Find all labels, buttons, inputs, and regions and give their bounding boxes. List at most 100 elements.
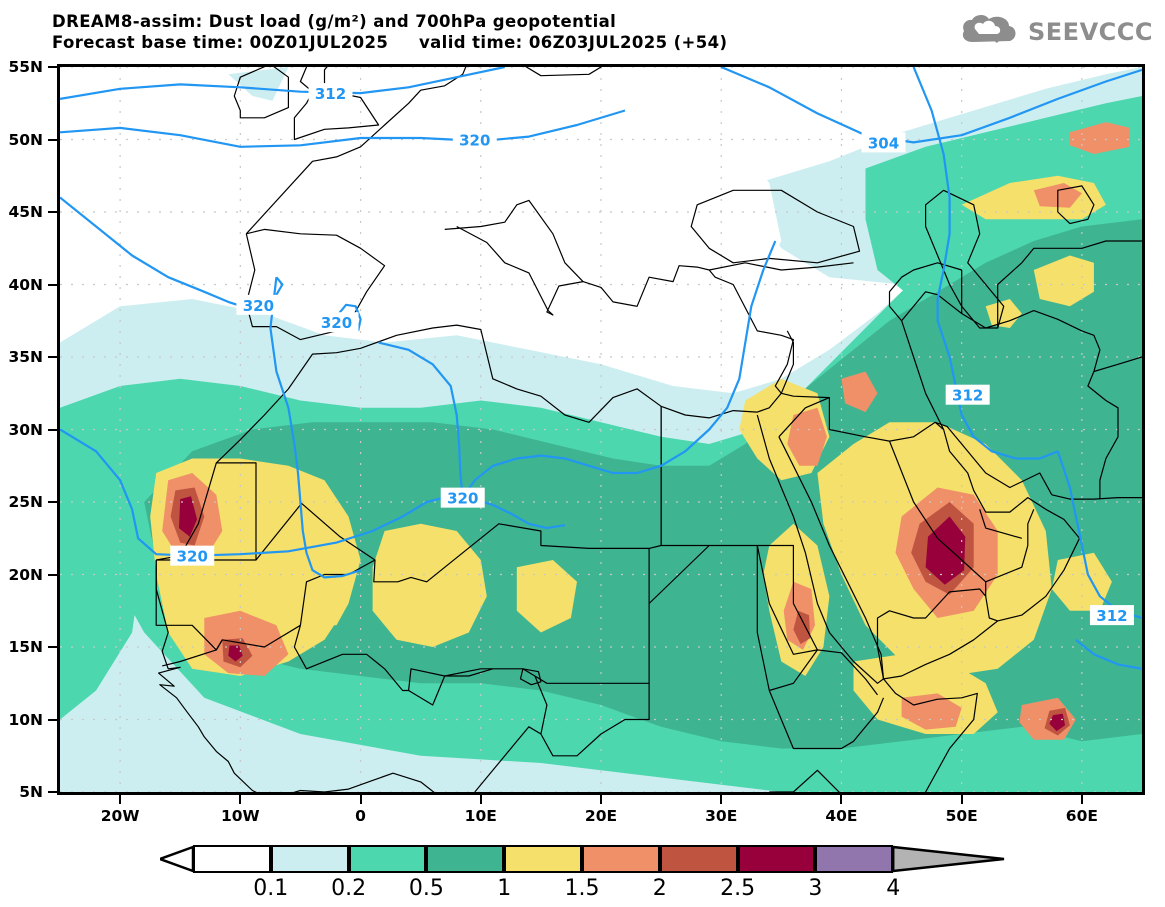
cloud-icon xyxy=(959,12,1021,51)
coastline xyxy=(778,397,936,442)
x-axis-tick-label: 50E xyxy=(945,807,978,825)
y-axis-tick-label: 35N xyxy=(8,348,43,366)
geopotential-contours xyxy=(60,67,1142,670)
x-axis-tick-label: 10E xyxy=(464,807,497,825)
lat-lon-gridlines xyxy=(60,67,1142,792)
contour-label-background xyxy=(314,312,359,333)
y-axis-tick-label: 25N xyxy=(8,493,43,511)
x-tick-mark xyxy=(479,795,482,804)
geopotential-contour-line xyxy=(60,196,284,309)
coastline xyxy=(997,262,1023,328)
contour-label-background xyxy=(1089,605,1134,626)
contour-label: 320 xyxy=(177,548,208,566)
seevccc-logo: SEEVCCC xyxy=(959,12,1153,51)
x-axis-tick-label: 30E xyxy=(705,807,738,825)
colorbar-segment xyxy=(504,845,582,873)
x-axis-tick-label: 0 xyxy=(355,807,366,825)
x-tick-mark xyxy=(720,795,723,804)
colorbar-segment xyxy=(348,845,427,873)
contour-label: 320 xyxy=(459,132,490,150)
contour-label-background xyxy=(440,487,485,508)
geopotential-contour-line xyxy=(1075,638,1142,670)
geopotential-contour-line xyxy=(60,67,506,100)
contour-label-background xyxy=(452,129,497,150)
geopotential-contour-line xyxy=(60,428,566,557)
y-axis-tick-label: 15N xyxy=(8,638,43,656)
geopotential-contour-line xyxy=(60,109,626,148)
colorbar-segment xyxy=(270,845,349,873)
coastline xyxy=(883,678,978,792)
coastline xyxy=(757,544,818,651)
y-axis-tick-label: 5N xyxy=(19,783,43,801)
page-title: DREAM8-assim: Dust load (g/m²) and 700hP… xyxy=(52,12,617,31)
contour-label-background xyxy=(945,384,990,405)
map-plot-area[interactable]: 312 320 304 320 320 320 320 312 312 xyxy=(57,64,1145,795)
contour-label-background xyxy=(308,83,353,104)
y-tick-mark xyxy=(48,283,57,286)
colorbar-segment xyxy=(426,845,505,873)
chart-title-block: DREAM8-assim: Dust load (g/m²) and 700hP… xyxy=(52,11,728,54)
contour-label: 312 xyxy=(952,387,983,405)
colorbar-tick-labels: 0.1 0.2 0.5 1 1.5 2 2.5 3 4 xyxy=(0,876,1165,904)
coastline xyxy=(979,509,1022,539)
y-axis-tick-label: 55N xyxy=(8,58,43,76)
y-tick-mark xyxy=(48,718,57,721)
coastline xyxy=(690,189,861,264)
y-tick-mark xyxy=(48,428,57,431)
x-tick-mark xyxy=(600,795,602,804)
x-axis-tick-label: 20W xyxy=(100,807,140,825)
colorbar-tick-label: 2 xyxy=(652,876,667,901)
geopotential-contour-line xyxy=(335,303,362,332)
coastline xyxy=(444,199,584,316)
colorbar-tick-label: 4 xyxy=(886,876,901,901)
coastline xyxy=(901,291,1119,500)
coastline xyxy=(245,67,603,235)
x-axis-tick-label: 10W xyxy=(220,807,260,825)
x-axis-tick-label: 40E xyxy=(825,807,858,825)
x-tick-mark xyxy=(359,795,362,804)
contour-label-background xyxy=(861,132,906,153)
y-axis-tick-label: 50N xyxy=(8,130,43,149)
coastline xyxy=(778,436,885,679)
coastline xyxy=(299,559,376,626)
coastline xyxy=(408,668,493,706)
contour-label: 304 xyxy=(868,134,899,152)
coastline xyxy=(876,588,998,680)
colorbar-tick-label: 1 xyxy=(497,876,512,901)
contour-label: 320 xyxy=(321,314,352,332)
coastline xyxy=(1093,356,1142,373)
coastline xyxy=(925,189,1005,329)
coastline xyxy=(769,769,840,792)
y-tick-mark xyxy=(48,66,57,68)
coastline xyxy=(540,683,650,757)
geopotential-contour-line xyxy=(378,341,464,498)
y-axis-tick-label: 30N xyxy=(8,420,43,439)
coastline xyxy=(708,269,794,394)
coastline xyxy=(216,462,257,560)
coastline xyxy=(155,560,435,792)
colorbar-tick-label: 1.5 xyxy=(564,876,600,901)
coastline xyxy=(155,548,650,692)
coastline xyxy=(474,675,548,792)
x-axis-tick-label: 20E xyxy=(584,807,618,825)
coastline xyxy=(1051,494,1142,500)
contour-label: 320 xyxy=(243,297,274,315)
y-tick-mark xyxy=(48,138,57,141)
colorbar xyxy=(160,845,1005,873)
geopotential-contour-line xyxy=(269,277,361,579)
geopotential-contour-line xyxy=(461,240,777,499)
colorbar-tick-label: 0.1 xyxy=(253,876,289,901)
coastline xyxy=(781,392,830,399)
colorbar-segment xyxy=(193,845,271,873)
dust-load-map: 312 320 304 320 320 320 320 312 312 xyxy=(60,67,1142,792)
geopotential-contour-line xyxy=(912,67,951,321)
coastline xyxy=(519,668,542,686)
coastline xyxy=(1057,185,1095,225)
y-tick-mark xyxy=(48,501,57,503)
y-axis-tick-label: 10N xyxy=(8,710,43,729)
coastline xyxy=(883,421,1081,680)
colorbar-segment xyxy=(737,845,816,873)
geopotential-contour-labels: 312 320 304 320 320 320 320 312 312 xyxy=(170,83,1134,626)
y-tick-mark xyxy=(48,646,57,648)
contour-label-background xyxy=(236,294,281,315)
